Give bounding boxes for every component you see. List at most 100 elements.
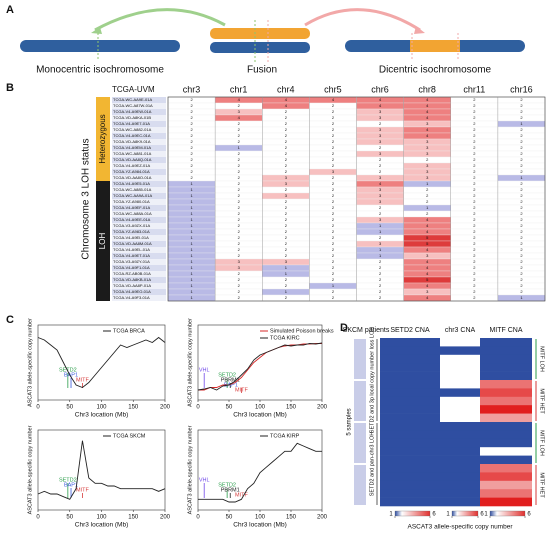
colorbar-tick-label: 6 [480, 512, 484, 518]
sample-bg [112, 241, 166, 247]
cn-value: 2 [285, 133, 288, 138]
cn-value: 2 [285, 109, 288, 114]
cn-cell [440, 422, 480, 431]
sample-bg [112, 133, 166, 139]
sample-id: TCGA-VD-A8KA-01B [113, 115, 151, 120]
cn-value: 1 [190, 289, 193, 294]
cn-value: 2 [332, 121, 335, 126]
cn-value: 2 [332, 217, 335, 222]
cn-cell [380, 455, 440, 465]
cn-cell [380, 388, 440, 398]
sample-id: TCGA-VD-AA8M-01A [113, 241, 152, 246]
cn-value: 2 [332, 127, 335, 132]
sample-bg [112, 271, 166, 277]
cn-value: 4 [426, 109, 429, 114]
sample-id: TCGA-V4-A9EC-01A [113, 133, 151, 138]
cn-value: 2 [285, 217, 288, 222]
cn-value: 2 [285, 187, 288, 192]
group-label: Heterozygous [98, 114, 107, 163]
cn-cell [380, 430, 440, 440]
cn-value: 2 [332, 133, 335, 138]
cn-value: 2 [285, 229, 288, 234]
cn-cell [440, 354, 480, 364]
x-tick-label: 100 [96, 405, 107, 411]
cn-cell [440, 455, 480, 465]
x-tick-label: 200 [160, 405, 171, 411]
x-tick-label: 150 [286, 515, 297, 521]
patient-mark [354, 465, 366, 505]
cn-value: 1 [190, 181, 193, 186]
cn-value: 2 [332, 211, 335, 216]
cn-value: 2 [238, 157, 241, 162]
sample-bg [112, 247, 166, 253]
cn-value: 2 [190, 169, 193, 174]
x-axis-label: Chr3 location (Mb) [233, 412, 286, 419]
cn-value: 2 [238, 199, 241, 204]
cn-cell [440, 346, 480, 356]
cn-value: 4 [238, 97, 241, 102]
sample-id: TCGA-V4-A9E7-01A [113, 121, 150, 126]
cn-value: 2 [285, 163, 288, 168]
cn-value: 2 [520, 97, 523, 102]
cn-cell [440, 489, 480, 498]
cn-value: 3 [238, 109, 241, 114]
gene-label: BAP1 [224, 382, 238, 388]
cn-value: 2 [379, 157, 382, 162]
cn-cell [480, 354, 532, 364]
cn-value: 1 [238, 145, 241, 150]
colorbar [451, 510, 479, 517]
sample-bg [112, 139, 166, 145]
cn-value: 2 [238, 181, 241, 186]
cn-value: 2 [520, 259, 523, 264]
x-tick-label: 150 [128, 515, 139, 521]
cn-value: 3 [379, 151, 382, 156]
cn-value: 2 [473, 127, 476, 132]
y-axis-label: ASCAT3 allele-specific copy number [27, 318, 33, 407]
cn-value: 4 [426, 283, 429, 288]
cn-value: 3 [379, 217, 382, 222]
sample-id: TCGA-WC-AA9E-01A [113, 97, 152, 102]
cn-value: 2 [473, 181, 476, 186]
gene-label: MITF [76, 487, 89, 493]
x-tick-label: 150 [128, 405, 139, 411]
sample-bg [112, 187, 166, 193]
gene-label: VHL [199, 477, 210, 483]
cn-value: 4 [379, 103, 382, 108]
cn-value: 1 [285, 265, 288, 270]
gene-label: MITF [235, 387, 248, 393]
colorbar [489, 510, 526, 517]
cn-value: 2 [473, 199, 476, 204]
cn-value: 1 [190, 253, 193, 258]
cn-value: 4 [332, 97, 335, 102]
cn-value: 2 [238, 127, 241, 132]
cn-value: 2 [238, 235, 241, 240]
x-tick-label: 50 [66, 515, 73, 521]
cn-cell [380, 438, 440, 448]
cn-value: 2 [426, 211, 429, 216]
cn-value: 2 [473, 241, 476, 246]
cn-value: 3 [379, 241, 382, 246]
chromosome-segment [410, 40, 460, 52]
cn-value: 2 [473, 235, 476, 240]
panel-label: A [6, 4, 14, 16]
cn-cell [440, 447, 480, 456]
cn-value: 2 [520, 223, 523, 228]
sample-id: TCGA-WC-A881-01A [113, 151, 152, 156]
cn-value: 1 [190, 187, 193, 192]
cn-value: 4 [426, 295, 429, 300]
sample-bg [112, 253, 166, 259]
cn-cell [480, 464, 532, 473]
sample-bg [112, 181, 166, 187]
sample-bg [112, 169, 166, 175]
cn-value: 2 [332, 103, 335, 108]
cn-value: 3 [426, 163, 429, 168]
cn-value: 2 [379, 289, 382, 294]
cn-value: 2 [520, 157, 523, 162]
cn-value: 2 [190, 133, 193, 138]
cn-value: 2 [332, 109, 335, 114]
series-line [197, 342, 323, 391]
cn-value: 2 [238, 229, 241, 234]
chromosome-label: chr6 [371, 84, 389, 94]
cn-cell [380, 422, 440, 431]
sample-bg [112, 127, 166, 133]
